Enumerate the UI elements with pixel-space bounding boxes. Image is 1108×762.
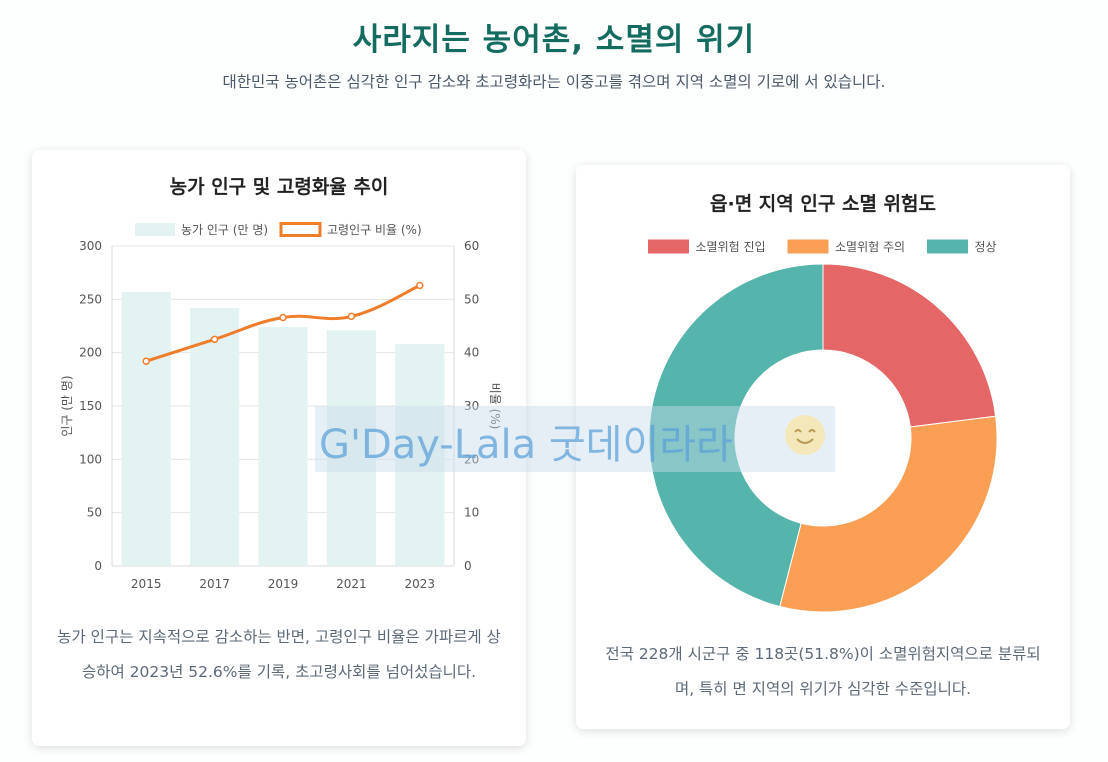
- watermark: G'Day-Lala 굿데이라라: [315, 406, 835, 472]
- legend-swatch: [648, 239, 689, 254]
- legend-label: 소멸위험 주의: [835, 240, 905, 254]
- legend-label-elderly-ratio: 고령인구 비율 (%): [327, 223, 422, 237]
- y-left-tick-label: 50: [87, 506, 102, 520]
- page-subtitle: 대한민국 농어촌은 심각한 인구 감소와 초고령화라는 이중고를 겪으며 지역 …: [222, 73, 886, 91]
- y-right-tick-label: 50: [464, 292, 479, 306]
- extinction-risk-description: 전국 228개 시군구 중 118곳(51.8%)이 소멸위험지역으로 분류되며…: [605, 645, 1041, 698]
- y-left-tick-label: 150: [79, 399, 102, 413]
- elderly-ratio-point: [416, 281, 424, 290]
- x-tick-label: 2023: [405, 577, 436, 591]
- x-tick-label: 2017: [199, 577, 230, 591]
- legend-swatch-elderly-ratio: [279, 222, 322, 237]
- population-chart-description: 농가 인구는 지속적으로 감소하는 반면, 고령인구 비율은 가파르게 상승하여…: [57, 628, 501, 681]
- x-tick-label: 2021: [336, 577, 367, 591]
- legend-label-population: 농가 인구 (만 명): [181, 223, 268, 237]
- legend-label: 소멸위험 진입: [696, 240, 766, 254]
- population-chart-title: 농가 인구 및 고령화율 추이: [169, 176, 389, 198]
- watermark-text: G'Day-Lala 굿데이라라: [319, 422, 733, 468]
- chart-legend: 소멸위험 진입 소멸위험 주의 정상: [648, 239, 997, 254]
- legend-label: 정상: [975, 240, 997, 254]
- donut-slice: [779, 415, 998, 613]
- y-left-tick-label: 100: [79, 452, 102, 466]
- elderly-ratio-point: [279, 313, 287, 322]
- donut-slice: [648, 263, 824, 608]
- y-right-tick-label: 40: [464, 346, 479, 360]
- y-right-tick-label: 10: [464, 506, 479, 520]
- population-bar: [258, 327, 308, 566]
- donut-slice: [822, 263, 997, 428]
- smiley-face-icon: [785, 415, 825, 455]
- chart-legend: 농가 인구 (만 명) 고령인구 비율 (%): [135, 222, 422, 237]
- population-bar: [326, 330, 377, 566]
- population-bar: [121, 291, 171, 566]
- x-tick-label: 2015: [131, 577, 162, 591]
- y-left-tick-label: 0: [94, 559, 102, 573]
- y-right-tick-label: 20: [464, 452, 479, 466]
- y-left-tick-label: 300: [79, 239, 102, 253]
- y-right-axis-title: 비율 (%): [488, 383, 502, 430]
- population-bar: [395, 344, 445, 566]
- page-title: 사라지는 농어촌, 소멸의 위기: [352, 22, 756, 58]
- elderly-ratio-point: [347, 312, 356, 321]
- elderly-ratio-point: [142, 357, 150, 365]
- population-combo-chart: 농가 인구 (만 명) 고령인구 비율 (%)050100150200250300…: [60, 222, 502, 591]
- x-tick-label: 2019: [268, 577, 299, 591]
- elderly-ratio-point: [210, 335, 219, 344]
- population-bar: [189, 307, 240, 566]
- legend-swatch-population: [135, 223, 175, 236]
- extinction-risk-title: 읍·면 지역 인구 소멸 위험도: [710, 193, 936, 215]
- legend-swatch: [927, 239, 968, 254]
- y-left-tick-label: 200: [79, 346, 102, 360]
- legend-swatch: [787, 239, 829, 254]
- y-right-tick-label: 0: [464, 559, 472, 573]
- extinction-risk-card: 읍·면 지역 인구 소멸 위험도 소멸위험 진입 소멸위험 주의 정상 전국 228…: [576, 165, 1070, 729]
- y-left-axis-title: 인구 (만 명): [60, 375, 74, 436]
- y-right-tick-label: 30: [464, 399, 479, 413]
- population-chart-card: 농가 인구 및 고령화율 추이 농가 인구 (만 명) 고령인구 비율 (%) 0 5…: [32, 150, 526, 746]
- y-right-tick-label: 60: [464, 239, 479, 253]
- y-left-tick-label: 250: [79, 292, 102, 306]
- extinction-risk-donut-chart: 소멸위험 진입 소멸위험 주의 정상: [648, 239, 998, 613]
